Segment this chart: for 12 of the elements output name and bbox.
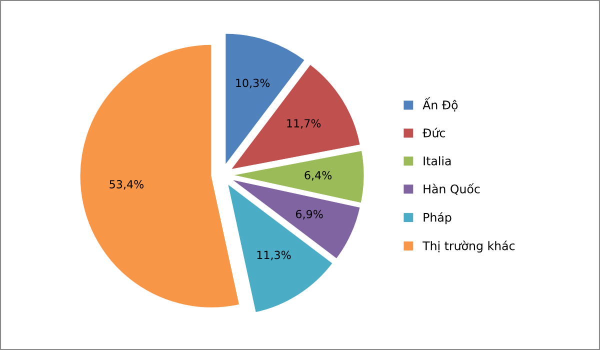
data-label: 10,3%: [236, 78, 270, 88]
legend-label: Thị trường khác: [422, 240, 515, 253]
data-label: 11,7%: [287, 119, 321, 129]
data-label: 6,4%: [304, 171, 332, 181]
data-label: 53,4%: [110, 180, 144, 190]
legend-label: Đức: [422, 128, 445, 138]
legend-label: Ấn Độ: [422, 97, 458, 112]
legend-label: Hàn Quốc: [424, 183, 480, 195]
legend-label: Pháp: [424, 212, 452, 224]
data-label: 11,3%: [257, 250, 291, 260]
data-label: 6,9%: [296, 210, 323, 220]
legend-label: Italia: [424, 156, 451, 166]
